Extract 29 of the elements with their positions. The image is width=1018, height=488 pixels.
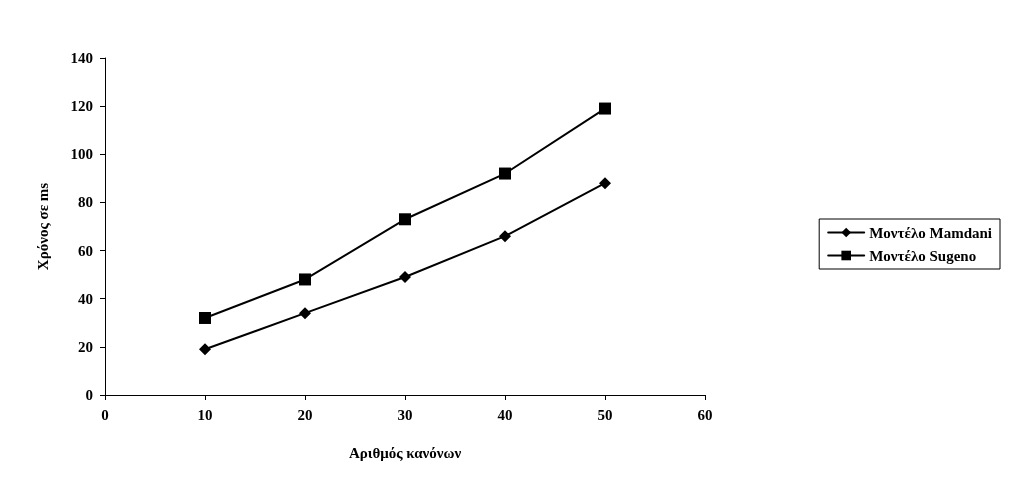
y-tick-label: 20 — [78, 338, 93, 355]
point — [499, 230, 511, 243]
y-tick-label: 140 — [70, 50, 93, 66]
x-tick-label: 10 — [197, 406, 213, 423]
x-tick-label: 50 — [597, 406, 613, 423]
x-tick-label: 20 — [297, 406, 313, 423]
point — [499, 167, 511, 180]
legend-label: Μοντέλο Mamdani — [869, 224, 993, 241]
y-tick-label: 40 — [78, 290, 93, 307]
y-axis-title: Χρόνος σε ms — [34, 182, 51, 271]
x-tick-label: 60 — [697, 406, 713, 423]
point — [399, 271, 411, 284]
point — [599, 177, 611, 190]
point — [599, 102, 611, 115]
point — [199, 343, 211, 356]
y-tick-label: 80 — [78, 194, 93, 211]
x-tick-label: 30 — [397, 406, 413, 423]
x-axis-title: Αριθμός κανόνων — [348, 444, 462, 461]
point — [299, 307, 311, 320]
legend-label: Μοντέλο Sugeno — [869, 247, 977, 264]
y-tick-label: 0 — [85, 387, 93, 403]
point — [399, 213, 411, 226]
point — [299, 273, 311, 286]
y-tick-label: 60 — [78, 242, 93, 259]
x-tick-label: 0 — [101, 406, 109, 423]
y-tick-label: 100 — [70, 146, 93, 163]
y-tick-label: 120 — [70, 98, 93, 115]
point — [199, 311, 211, 324]
x-tick-label: 40 — [497, 406, 513, 423]
